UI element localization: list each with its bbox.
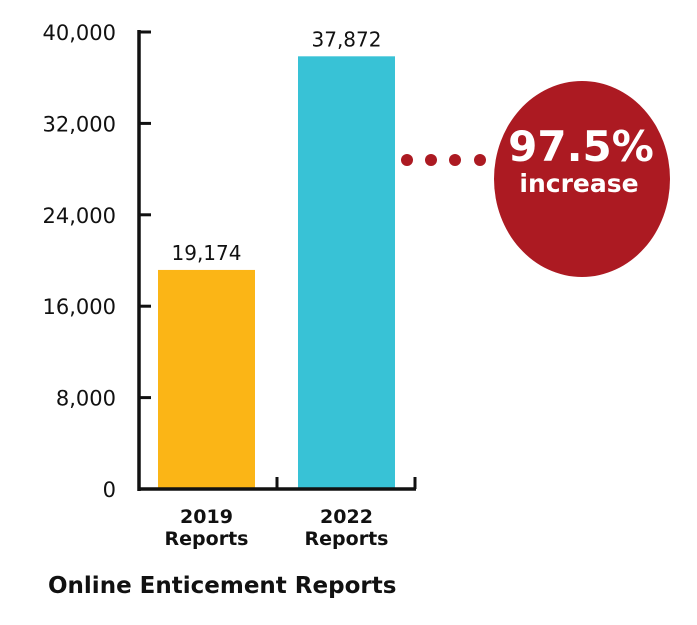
x-tick-label: Reports (305, 528, 389, 550)
bar-2022 (298, 56, 395, 489)
y-tick-label: 0 (103, 478, 116, 502)
y-tick-label: 24,000 (43, 204, 116, 228)
annotation-dot (449, 154, 461, 166)
annotation-dot (474, 154, 486, 166)
x-tick-label: Reports (165, 528, 249, 550)
x-tick-label: 2022 (320, 506, 373, 528)
annotation-value: 97.5% (508, 122, 654, 171)
annotation-label: increase (519, 169, 638, 198)
increase-annotation: 97.5% increase (401, 81, 670, 277)
y-tick-label: 40,000 (43, 21, 116, 45)
annotation-dot (425, 154, 437, 166)
bar-value-label: 19,174 (172, 241, 242, 265)
y-tick-label: 8,000 (56, 387, 116, 411)
bar-value-label: 37,872 (312, 27, 382, 51)
annotation-circle (494, 81, 670, 277)
chart-title: Online Enticement Reports (48, 573, 396, 599)
y-tick-label: 32,000 (43, 112, 116, 136)
x-tick-label: 2019 (180, 506, 233, 528)
y-tick-label: 16,000 (43, 295, 116, 319)
annotation-dot (401, 154, 413, 166)
bar-2019 (158, 269, 255, 489)
